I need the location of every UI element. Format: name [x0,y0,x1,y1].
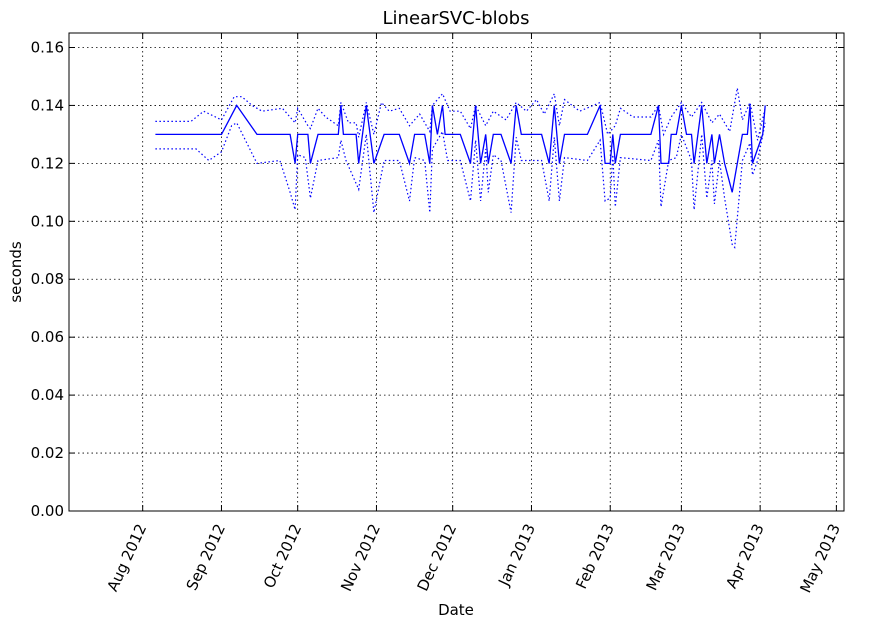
y-tick-label: 0.14 [31,96,64,114]
y-tick-label: 0.06 [31,328,64,346]
y-tick-label: 0.00 [31,502,64,520]
y-tick-label: 0.02 [31,444,64,462]
x-tick-label: Sep 2012 [183,521,229,593]
x-tick-label: Nov 2012 [337,521,384,594]
x-tick-label: Oct 2012 [260,521,305,591]
x-axis-label: Date [438,601,474,619]
x-tick-label: Feb 2013 [572,521,618,592]
plot-series [155,87,766,249]
series-line-median [155,104,766,193]
y-axis-label: seconds [7,241,25,302]
x-tick-label: Dec 2012 [414,521,461,594]
x-tick-label: Aug 2012 [103,521,150,594]
x-tick-label: Mar 2013 [643,521,689,593]
x-tick-label: May 2013 [796,521,844,596]
y-tick-label: 0.16 [31,38,64,56]
y-tick-label: 0.10 [31,212,64,230]
x-tick-label: Apr 2013 [722,521,767,591]
series-line-bound [155,121,766,249]
grid-lines [69,33,844,511]
x-tick-label: Jan 2013 [494,521,539,589]
y-tick-label: 0.12 [31,154,64,172]
plot-frame [68,32,845,512]
y-tick-label: 0.04 [31,386,64,404]
y-tick-label: 0.08 [31,270,64,288]
series-line-bound [155,87,766,141]
chart-title: LinearSVC-blobs [383,8,530,29]
